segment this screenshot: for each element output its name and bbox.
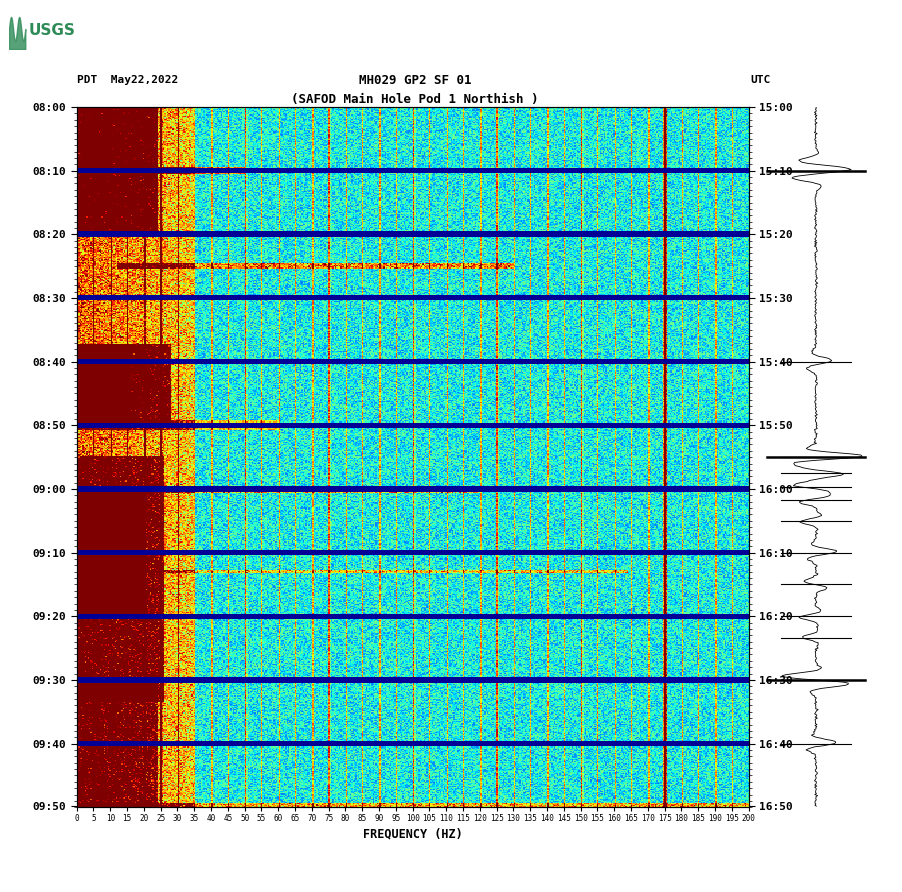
Text: UTC: UTC (750, 75, 770, 86)
Text: MH029 GP2 SF 01: MH029 GP2 SF 01 (359, 74, 471, 87)
X-axis label: FREQUENCY (HZ): FREQUENCY (HZ) (363, 828, 463, 840)
Text: USGS: USGS (29, 23, 76, 38)
Text: (SAFOD Main Hole Pod 1 Northish ): (SAFOD Main Hole Pod 1 Northish ) (291, 94, 538, 106)
Text: PDT  May22,2022: PDT May22,2022 (77, 75, 178, 86)
